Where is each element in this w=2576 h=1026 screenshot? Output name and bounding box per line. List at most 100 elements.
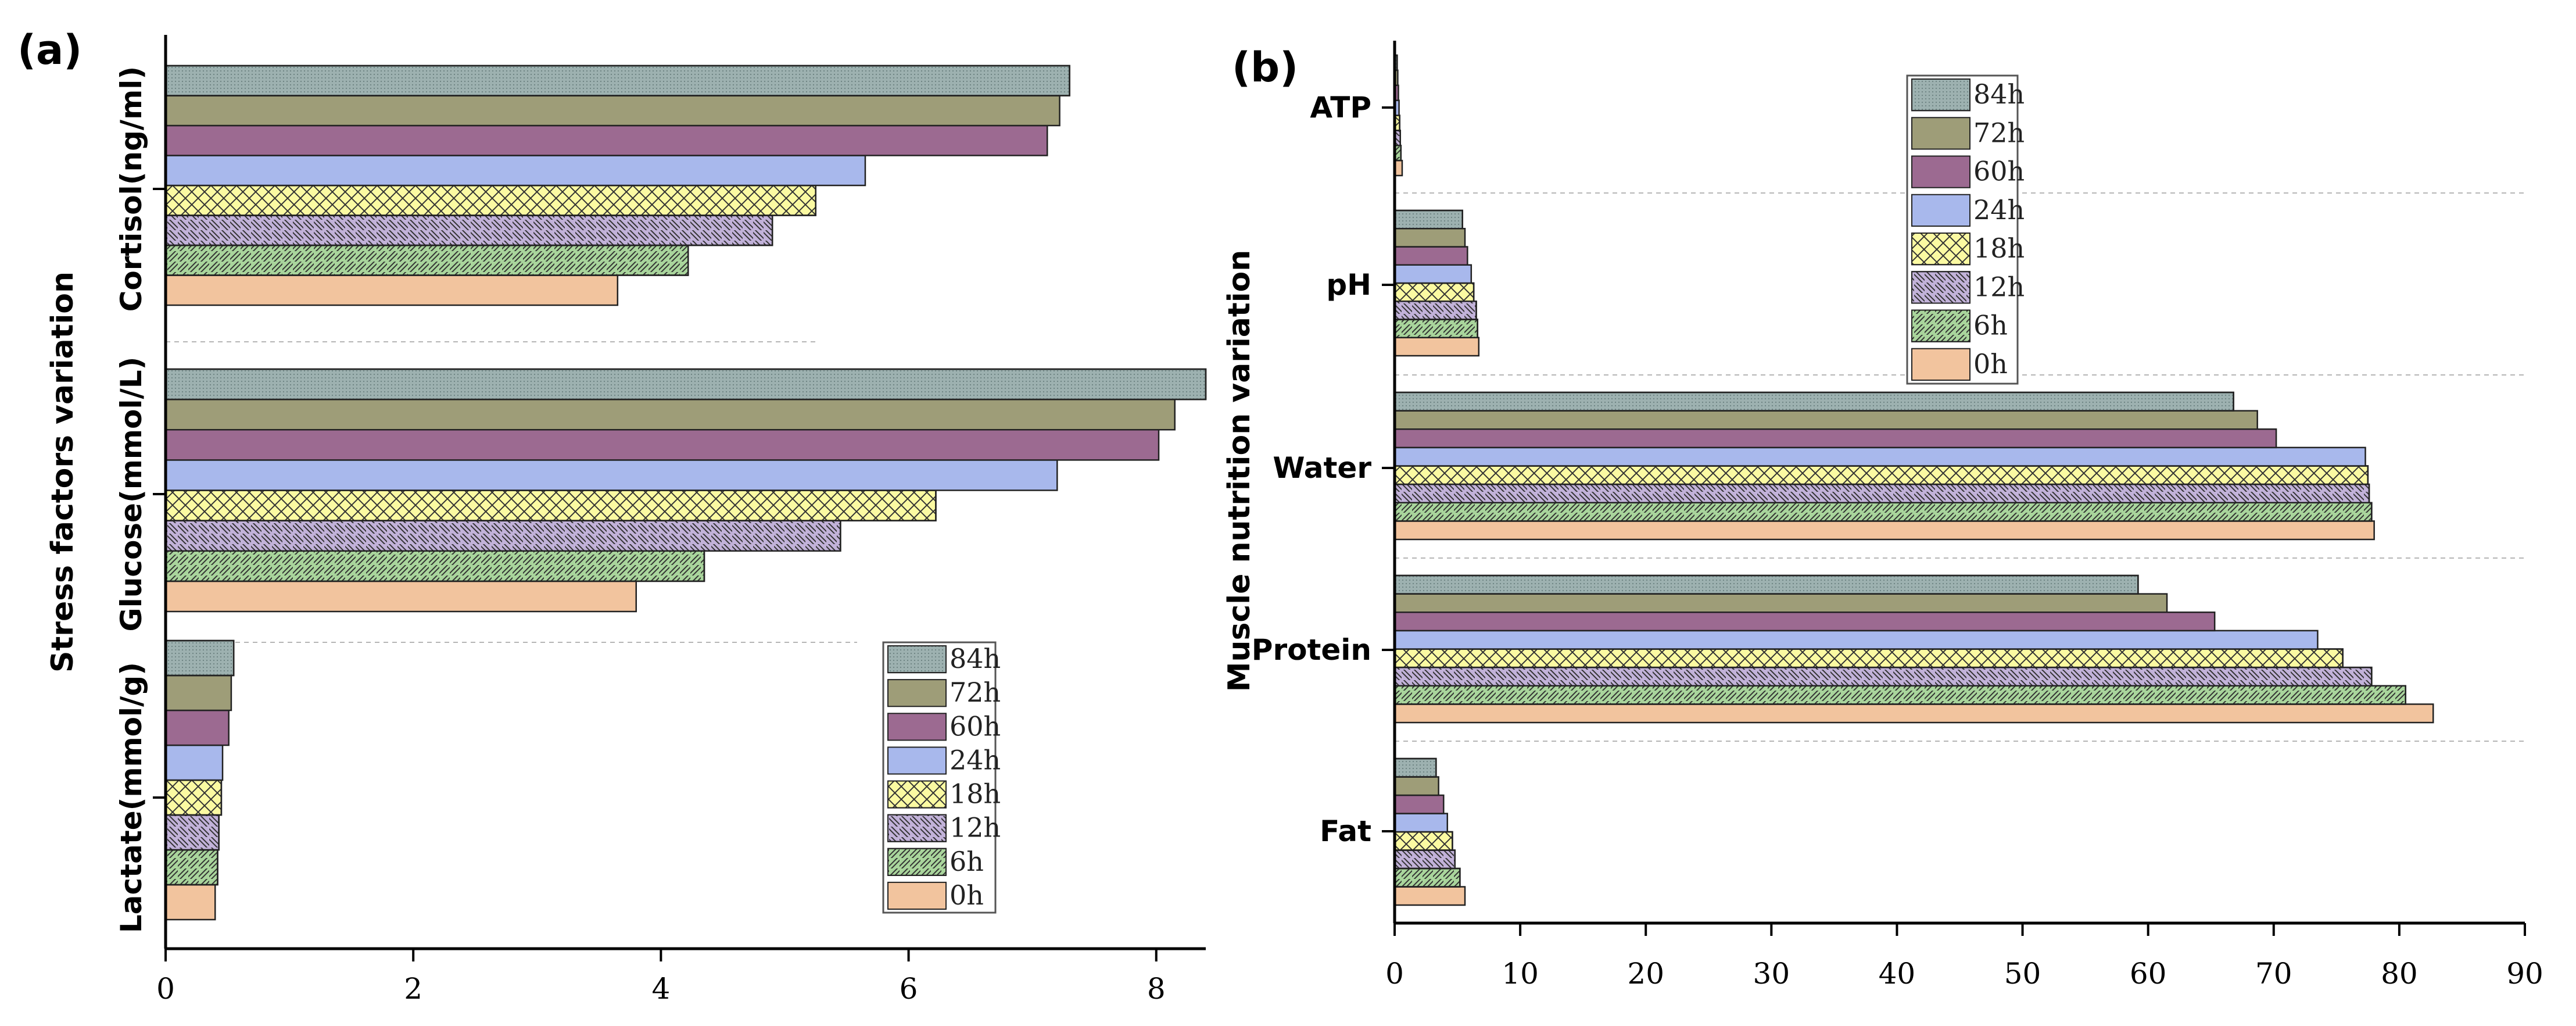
x-tick-label: 10 xyxy=(1502,957,1539,991)
bar-lactate-mmol-g-60h xyxy=(164,709,230,746)
x-tick-label: 50 xyxy=(2004,957,2041,991)
bar-ph-72h xyxy=(1393,228,1466,248)
bar-cortisol-ng-ml-60h xyxy=(164,124,1048,156)
legend-label-84h: 84h xyxy=(1973,78,2025,110)
bar-fat-72h xyxy=(1393,776,1439,796)
bar-pattern-cortisol-ng-ml-18h xyxy=(164,184,816,216)
legend-swatch-pattern-18h xyxy=(887,780,947,809)
bar-pattern-glucose-mmol-l-18h xyxy=(164,489,937,521)
bar-lactate-mmol-g-0h xyxy=(164,884,216,921)
panel-a-categories: Lactate(mmol/g) Glucose(mmol/L) Cortisol(n… xyxy=(114,66,166,933)
bar-pattern-ph-6h xyxy=(1393,319,1478,338)
bar-pattern-glucose-mmol-l-6h xyxy=(164,550,705,582)
bar-water-0h xyxy=(1393,520,2375,541)
bar-cortisol-ng-ml-0h xyxy=(164,274,619,306)
bar-pattern-fat-18h xyxy=(1393,831,1453,851)
bar-pattern-protein-84h xyxy=(1393,574,2139,595)
bar-pattern-glucose-mmol-l-12h xyxy=(164,520,841,552)
bar-protein-72h xyxy=(1393,593,2168,613)
bar-pattern-lactate-mmol-g-6h xyxy=(164,849,218,886)
panel-b-bars xyxy=(1393,54,2434,906)
x-tick-label: 30 xyxy=(1753,957,1790,991)
bar-protein-0h xyxy=(1393,703,2434,724)
bar-pattern-lactate-mmol-g-12h xyxy=(164,814,220,851)
x-tick-label: 4 xyxy=(651,972,670,1006)
legend-swatch-pattern-12h xyxy=(1911,271,1970,304)
legend-swatch-pattern-6h xyxy=(887,848,947,876)
legend-swatch-60h xyxy=(1911,155,1970,188)
category-label-fat: Fat xyxy=(1320,814,1371,848)
legend-swatch-pattern-12h xyxy=(887,814,947,842)
bar-glucose-mmol-l-24h xyxy=(164,459,1058,491)
bar-cortisol-ng-ml-72h xyxy=(164,95,1061,127)
bar-pattern-water-12h xyxy=(1393,483,2370,503)
legend-swatch-24h xyxy=(1911,194,1970,227)
panel-b-gridlines xyxy=(1395,192,2525,742)
x-tick-label: 70 xyxy=(2255,957,2292,991)
legend-label-6h: 6h xyxy=(1973,310,2008,341)
x-tick-label: 6 xyxy=(900,972,918,1006)
legend-label-72h: 72h xyxy=(950,677,1001,708)
bar-fat-60h xyxy=(1393,794,1445,814)
legend-swatch-pattern-84h xyxy=(1911,78,1970,112)
panel-a-gridlines xyxy=(166,341,857,643)
bar-pattern-lactate-mmol-g-18h xyxy=(164,779,223,816)
legend-swatch-72h xyxy=(887,679,947,707)
category-label-ph: pH xyxy=(1326,268,1371,302)
bar-glucose-mmol-l-72h xyxy=(164,398,1176,431)
bar-pattern-ph-84h xyxy=(1393,209,1463,230)
panel-a-x-ticks: 0 2 4 6 8 xyxy=(156,949,1166,1006)
bar-fat-24h xyxy=(1393,813,1449,833)
legend-label-60h: 60h xyxy=(1973,156,2025,187)
bar-pattern-protein-12h xyxy=(1393,666,2373,687)
bar-fat-0h xyxy=(1393,886,1466,906)
bar-pattern-water-18h xyxy=(1393,465,2369,485)
x-tick-label: 0 xyxy=(156,972,175,1006)
category-label-cortisol-ng-ml: Cortisol(ng/ml) xyxy=(114,66,148,312)
bar-water-60h xyxy=(1393,428,2277,449)
panel-a-label: (a) xyxy=(17,26,82,74)
bar-cortisol-ng-ml-24h xyxy=(164,155,866,187)
bar-pattern-protein-6h xyxy=(1393,685,2406,705)
legend-label-84h: 84h xyxy=(950,643,1001,674)
bar-protein-60h xyxy=(1393,612,2216,632)
panel-a: (a) Stress factors variation 0 2 4 6 8 Lacta… xyxy=(17,26,1207,1006)
bar-pattern-cortisol-ng-ml-6h xyxy=(164,244,689,276)
bar-lactate-mmol-g-24h xyxy=(164,744,224,781)
panel-b-x-ticks: 0 10 20 30 40 50 60 70 80 90 xyxy=(1385,923,2543,991)
x-tick-label: 0 xyxy=(1385,957,1404,991)
x-tick-label: 60 xyxy=(2130,957,2167,991)
bar-ph-0h xyxy=(1393,337,1480,357)
legend-swatch-pattern-18h xyxy=(1911,233,1970,266)
bar-pattern-water-84h xyxy=(1393,391,2234,412)
legend-swatch-0h xyxy=(1911,348,1970,381)
bar-pattern-ph-12h xyxy=(1393,301,1477,320)
bar-pattern-protein-18h xyxy=(1393,648,2344,668)
legend-swatch-72h xyxy=(1911,117,1970,150)
bar-pattern-ph-18h xyxy=(1393,282,1475,302)
bar-water-24h xyxy=(1393,446,2366,467)
bar-pattern-fat-84h xyxy=(1393,757,1437,778)
category-label-atp: ATP xyxy=(1310,91,1371,124)
bar-pattern-cortisol-ng-ml-12h xyxy=(164,215,773,246)
legend-label-24h: 24h xyxy=(950,744,1001,775)
x-tick-label: 2 xyxy=(404,972,422,1006)
legend-label-6h: 6h xyxy=(950,846,984,877)
panel-b-categories: Fat Protein Water pH ATP xyxy=(1252,91,1395,848)
legend-label-72h: 72h xyxy=(1973,117,2025,148)
x-tick-label: 80 xyxy=(2381,957,2418,991)
legend-label-0h: 0h xyxy=(1973,348,2008,380)
x-tick-label: 8 xyxy=(1147,972,1166,1006)
panel-a-bars xyxy=(164,65,1207,921)
bar-water-72h xyxy=(1393,410,2258,430)
panel-a-ylabel: Stress factors variation xyxy=(45,271,80,673)
bar-ph-24h xyxy=(1393,264,1472,284)
bar-pattern-fat-6h xyxy=(1393,867,1461,888)
category-label-lactate-mmol-g: Lactate(mmol/g) xyxy=(114,662,148,933)
category-label-protein: Protein xyxy=(1252,633,1371,667)
x-tick-label: 90 xyxy=(2506,957,2543,991)
bar-pattern-water-6h xyxy=(1393,502,2373,522)
legend-swatch-24h xyxy=(887,746,947,775)
